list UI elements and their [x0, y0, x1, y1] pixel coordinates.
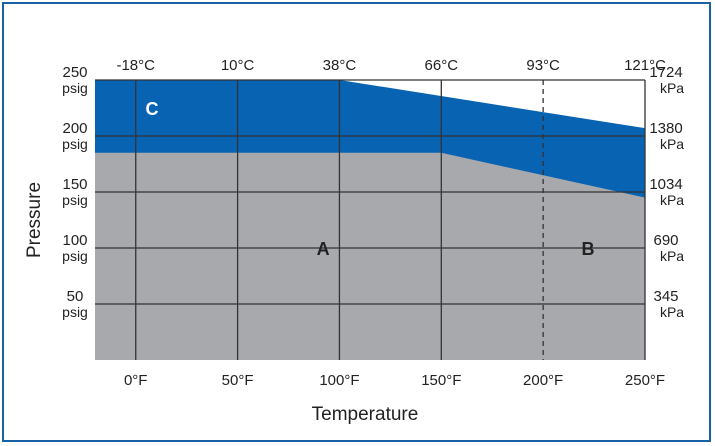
y2-tick-label: 690: [653, 232, 678, 249]
x2-tick-label: 66°C: [425, 57, 459, 74]
region-label-a: A: [317, 239, 330, 259]
region-label-b: B: [581, 239, 594, 259]
x-tick-label: 50°F: [222, 372, 254, 389]
y2-tick-unit: kPa: [660, 248, 684, 264]
y-axis-title: Pressure: [24, 182, 45, 258]
x-tick-label: 250°F: [625, 372, 665, 389]
y2-tick-unit: kPa: [660, 192, 684, 208]
x-tick-label: 200°F: [523, 372, 563, 389]
y-tick-unit: psig: [62, 304, 88, 320]
y2-tick-unit: kPa: [660, 136, 684, 152]
y-tick-unit: psig: [62, 80, 88, 96]
y2-tick-label: 345: [653, 288, 678, 305]
y-tick-label: 250: [62, 64, 87, 81]
x-tick-label: 0°F: [124, 372, 148, 389]
x2-tick-label: 121°C: [624, 57, 666, 74]
region-label-c: C: [146, 99, 159, 119]
x2-tick-label: 10°C: [221, 57, 255, 74]
x-axis-title: Temperature: [312, 404, 419, 425]
y-tick-label: 200: [62, 120, 87, 137]
y-tick-label: 50: [67, 288, 84, 305]
y-tick-unit: psig: [62, 192, 88, 208]
x2-tick-label: 93°C: [526, 57, 560, 74]
y-tick-unit: psig: [62, 136, 88, 152]
y-tick-unit: psig: [62, 248, 88, 264]
y2-tick-label: 1034: [649, 176, 682, 193]
y2-tick-unit: kPa: [660, 80, 684, 96]
y2-tick-unit: kPa: [660, 304, 684, 320]
x2-tick-label: -18°C: [116, 57, 155, 74]
y-tick-label: 100: [62, 232, 87, 249]
x-tick-label: 100°F: [319, 372, 359, 389]
y2-tick-label: 1724: [649, 64, 682, 81]
region-a-b-area: [95, 152, 645, 360]
x-tick-label: 150°F: [421, 372, 461, 389]
x2-tick-label: 38°C: [323, 57, 357, 74]
y-tick-label: 150: [62, 176, 87, 193]
y2-tick-label: 1380: [649, 120, 682, 137]
